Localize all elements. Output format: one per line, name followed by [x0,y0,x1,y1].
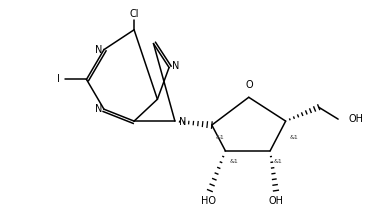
Text: &1: &1 [274,159,283,164]
Text: Cl: Cl [129,9,139,19]
Text: OH: OH [349,114,364,124]
Text: &1: &1 [216,135,224,140]
Text: OH: OH [268,196,284,206]
Text: O: O [246,80,254,90]
Text: N: N [172,61,179,71]
Text: N: N [179,117,186,127]
Text: N: N [95,104,102,114]
Text: &1: &1 [289,135,298,140]
Text: N: N [95,45,102,55]
Text: &1: &1 [229,159,238,164]
Text: I: I [57,74,60,84]
Text: HO: HO [201,196,216,206]
